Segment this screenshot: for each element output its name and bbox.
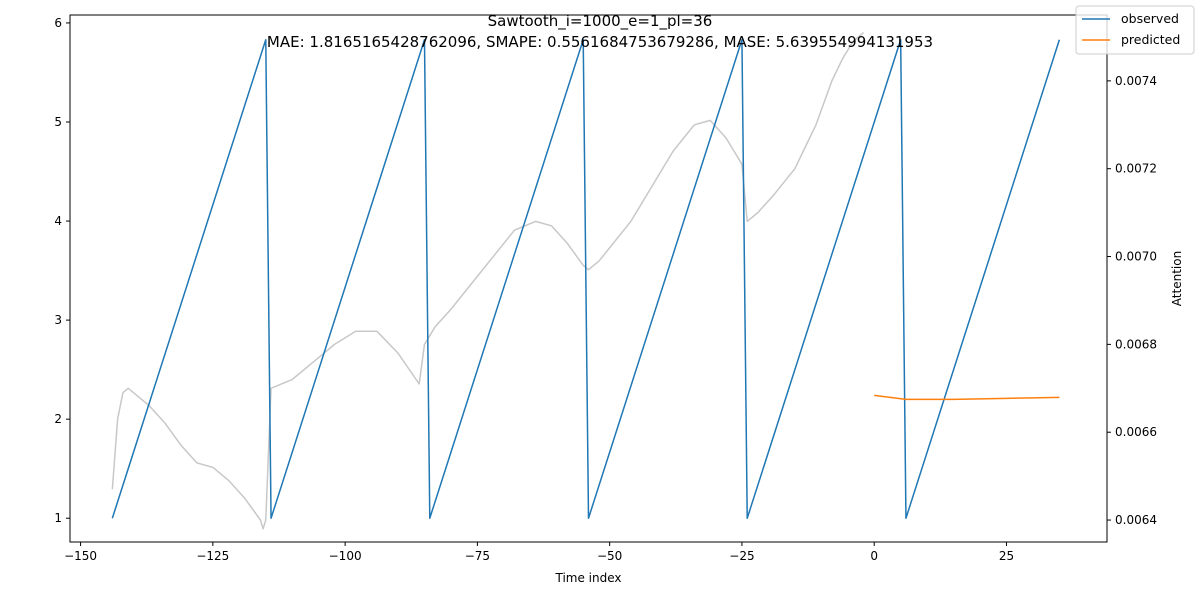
x-tick-label: 0 <box>870 549 878 563</box>
plot-frame <box>69 14 1108 543</box>
y2-tick-label: 0.0066 <box>1115 425 1157 439</box>
y-tick-label: 4 <box>54 214 62 228</box>
y2-axis-label: Attention <box>1170 251 1184 306</box>
y-tick-label: 3 <box>54 313 62 327</box>
plot-area <box>69 14 1108 543</box>
ticks-layer: −150 −125 −100 −75 −50 −25 0 25 1 2 3 4 5 6 0.0064 0.00… <box>54 16 1157 563</box>
series-layer <box>111 31 1061 530</box>
x-tick-label: −25 <box>729 549 754 563</box>
y-tick-label: 5 <box>54 115 62 129</box>
y2-tick-label: 0.0064 <box>1115 513 1157 527</box>
x-tick-label: −75 <box>465 549 490 563</box>
x-tick-label: −100 <box>329 549 362 563</box>
x-tick-label: 25 <box>999 549 1014 563</box>
legend-label-predicted: predicted <box>1121 32 1180 47</box>
x-axis-label: Time index <box>554 571 621 585</box>
y2-tick-label: 0.0072 <box>1115 162 1157 176</box>
predicted-line <box>874 394 1060 401</box>
x-tick-label: −50 <box>597 549 622 563</box>
chart-title: Sawtooth_i=1000_e=1_pl=36 <box>488 12 713 31</box>
x-tick-label: −125 <box>196 549 229 563</box>
attention-line <box>111 31 865 530</box>
chart-subtitle: MAE: 1.8165165428762096, SMAPE: 0.556168… <box>267 33 933 51</box>
legend-box <box>1075 5 1195 55</box>
x-tick-label: −150 <box>64 549 97 563</box>
y-tick-label: 1 <box>54 511 62 525</box>
y2-tick-label: 0.0070 <box>1115 250 1157 264</box>
legend-label-observed: observed <box>1121 11 1179 26</box>
y-tick-label: 6 <box>54 16 62 30</box>
y2-tick-label: 0.0068 <box>1115 337 1157 351</box>
y2-tick-label: 0.0074 <box>1115 74 1157 88</box>
observed-line <box>111 39 1061 519</box>
legend: observed predicted <box>1075 5 1195 55</box>
y-tick-label: 2 <box>54 412 62 426</box>
